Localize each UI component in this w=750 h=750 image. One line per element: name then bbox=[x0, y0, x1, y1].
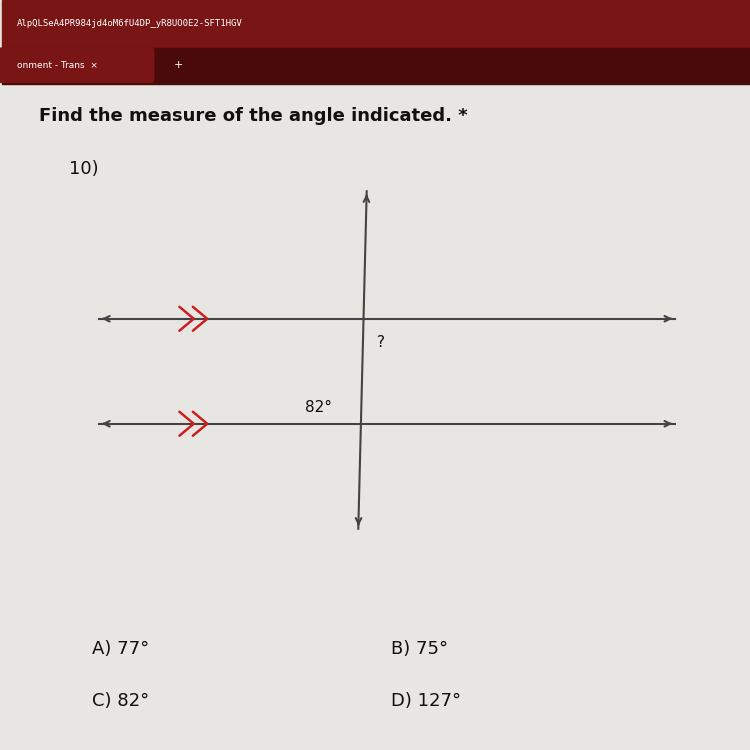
Text: 82°: 82° bbox=[304, 400, 332, 415]
Bar bbox=[2, 48, 750, 84]
Text: C) 82°: C) 82° bbox=[92, 692, 148, 710]
Text: Find the measure of the angle indicated. *: Find the measure of the angle indicated.… bbox=[39, 107, 468, 125]
Text: +: + bbox=[174, 60, 183, 70]
Bar bbox=[2, 0, 750, 49]
Text: A) 77°: A) 77° bbox=[92, 640, 148, 658]
FancyBboxPatch shape bbox=[0, 48, 154, 82]
Text: 10): 10) bbox=[69, 160, 99, 178]
Text: ?: ? bbox=[377, 335, 385, 350]
Text: onment - Trans  ×: onment - Trans × bbox=[16, 61, 98, 70]
Text: AlpQLSeA4PR984jd4oM6fU4DP_yR8UO0E2-SFT1HGV: AlpQLSeA4PR984jd4oM6fU4DP_yR8UO0E2-SFT1H… bbox=[16, 20, 242, 28]
Text: D) 127°: D) 127° bbox=[391, 692, 461, 710]
Text: B) 75°: B) 75° bbox=[391, 640, 448, 658]
